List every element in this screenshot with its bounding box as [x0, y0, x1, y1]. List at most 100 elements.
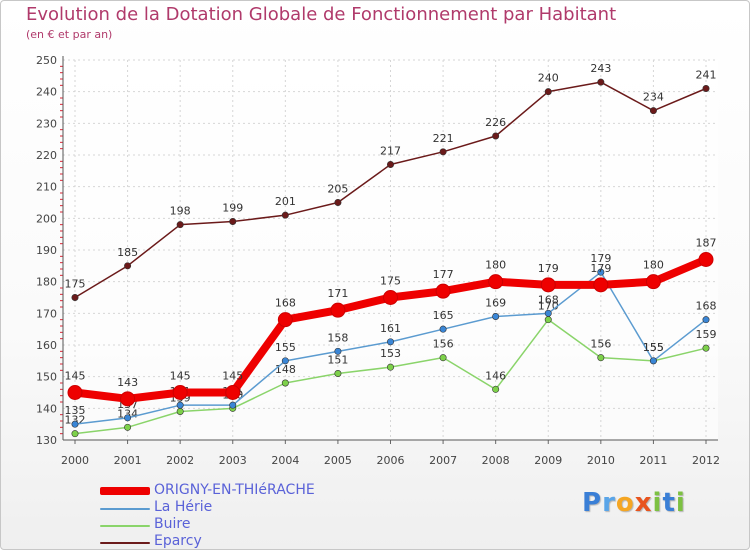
legend-item-eparcy: Eparcy	[100, 533, 460, 552]
proxiti-logo: Proxiti	[582, 488, 686, 518]
data-label-la-h-rie: 161	[380, 322, 401, 335]
logo-letter: t	[662, 488, 676, 518]
data-point-la-h-rie	[334, 347, 342, 355]
data-label-origny-en-thi-rache: 145	[65, 370, 86, 383]
data-label-la-h-rie: 165	[433, 309, 454, 322]
data-point-buire	[334, 369, 342, 377]
legend-swatch-la-herie	[100, 508, 150, 510]
data-label-origny-en-thi-rache: 180	[643, 259, 664, 272]
chart-legend: ORIGNY-EN-THIéRACHE La Hérie Buire Eparc…	[100, 482, 460, 552]
data-label-origny-en-thi-rache: 145	[222, 370, 243, 383]
legend-swatch-eparcy	[100, 542, 150, 544]
x-tick-label: 2000	[61, 454, 89, 467]
data-point-la-h-rie	[439, 325, 447, 333]
data-point-la-h-rie	[702, 316, 710, 324]
data-point-la-h-rie	[71, 420, 79, 428]
data-point-la-h-rie	[492, 312, 500, 320]
data-point-eparcy	[386, 161, 394, 169]
data-point-buire	[176, 407, 184, 415]
data-point-la-h-rie	[176, 401, 184, 409]
data-point-eparcy	[176, 221, 184, 229]
data-point-origny-en-thi-rache	[540, 277, 556, 293]
logo-letter: o	[615, 488, 635, 518]
y-tick-label: 250	[36, 54, 57, 67]
y-tick-label: 210	[36, 181, 57, 194]
legend-item-buire: Buire	[100, 516, 460, 535]
data-point-la-h-rie	[544, 309, 552, 317]
data-point-origny-en-thi-rache	[488, 274, 504, 290]
data-point-eparcy	[544, 88, 552, 96]
data-label-la-h-rie: 179	[590, 252, 611, 265]
y-tick-label: 230	[36, 117, 57, 130]
data-point-eparcy	[597, 78, 605, 86]
data-label-eparcy: 221	[433, 132, 454, 145]
data-point-origny-en-thi-rache	[277, 312, 293, 328]
data-point-origny-en-thi-rache	[172, 385, 188, 400]
data-point-origny-en-thi-rache	[383, 290, 398, 305]
data-label-eparcy: 175	[65, 278, 86, 291]
data-label-buire: 148	[275, 363, 296, 376]
legend-label-la-herie: La Hérie	[154, 499, 213, 515]
x-tick-label: 2001	[114, 454, 142, 467]
data-label-buire: 159	[696, 328, 717, 341]
data-point-eparcy	[281, 211, 289, 219]
data-point-origny-en-thi-rache	[645, 274, 661, 290]
data-point-buire	[71, 430, 79, 438]
data-point-origny-en-thi-rache	[698, 252, 714, 267]
data-label-origny-en-thi-rache: 171	[327, 287, 348, 300]
y-tick-label: 130	[36, 434, 57, 447]
x-tick-label: 2003	[219, 454, 247, 467]
data-point-la-h-rie	[386, 338, 394, 346]
data-label-origny-en-thi-rache: 175	[380, 275, 401, 288]
data-point-la-h-rie	[597, 268, 605, 276]
legend-label-buire: Buire	[154, 516, 191, 532]
data-label-eparcy: 240	[538, 72, 559, 85]
data-point-eparcy	[334, 199, 342, 207]
x-tick-label: 2011	[639, 454, 667, 467]
x-tick-label: 2007	[429, 454, 457, 467]
logo-letter: P	[582, 488, 603, 518]
data-label-origny-en-thi-rache: 179	[590, 262, 611, 275]
data-label-buire: 156	[590, 338, 611, 351]
x-tick-label: 2009	[534, 454, 562, 467]
data-label-eparcy: 241	[696, 69, 717, 82]
legend-swatch-origny	[100, 487, 150, 495]
y-tick-label: 190	[36, 244, 57, 257]
data-label-eparcy: 243	[590, 62, 611, 75]
y-tick-label: 220	[36, 149, 57, 162]
x-tick-label: 2006	[377, 454, 405, 467]
x-tick-label: 2008	[482, 454, 510, 467]
y-tick-label: 150	[36, 371, 57, 384]
data-point-origny-en-thi-rache	[67, 385, 83, 400]
data-point-origny-en-thi-rache	[225, 385, 241, 400]
data-label-eparcy: 234	[643, 91, 664, 104]
data-label-origny-en-thi-rache: 177	[433, 268, 454, 281]
data-point-eparcy	[124, 262, 132, 270]
data-point-la-h-rie	[281, 357, 289, 365]
data-label-la-h-rie: 169	[485, 297, 506, 310]
data-label-la-h-rie: 135	[65, 404, 86, 417]
data-label-la-h-rie: 155	[275, 341, 296, 354]
data-label-eparcy: 205	[327, 183, 348, 196]
y-tick-label: 160	[36, 339, 57, 352]
data-point-buire	[124, 423, 132, 431]
logo-letter: x	[634, 488, 653, 518]
data-point-eparcy	[439, 148, 447, 156]
data-label-eparcy: 226	[485, 116, 506, 129]
x-tick-label: 2012	[692, 454, 720, 467]
data-label-eparcy: 199	[222, 202, 243, 215]
data-label-origny-en-thi-rache: 145	[170, 370, 191, 383]
data-point-eparcy	[229, 218, 237, 226]
logo-letter: i	[675, 488, 686, 518]
data-label-la-h-rie: 155	[643, 341, 664, 354]
data-point-origny-en-thi-rache	[593, 277, 609, 293]
legend-label-origny: ORIGNY-EN-THIéRACHE	[154, 482, 315, 498]
data-point-eparcy	[492, 132, 500, 140]
data-point-buire	[281, 379, 289, 387]
data-label-origny-en-thi-rache: 187	[696, 237, 717, 250]
data-point-buire	[439, 354, 447, 362]
data-point-origny-en-thi-rache	[330, 302, 346, 318]
legend-swatch-buire	[100, 525, 150, 527]
data-point-origny-en-thi-rache	[435, 283, 451, 299]
